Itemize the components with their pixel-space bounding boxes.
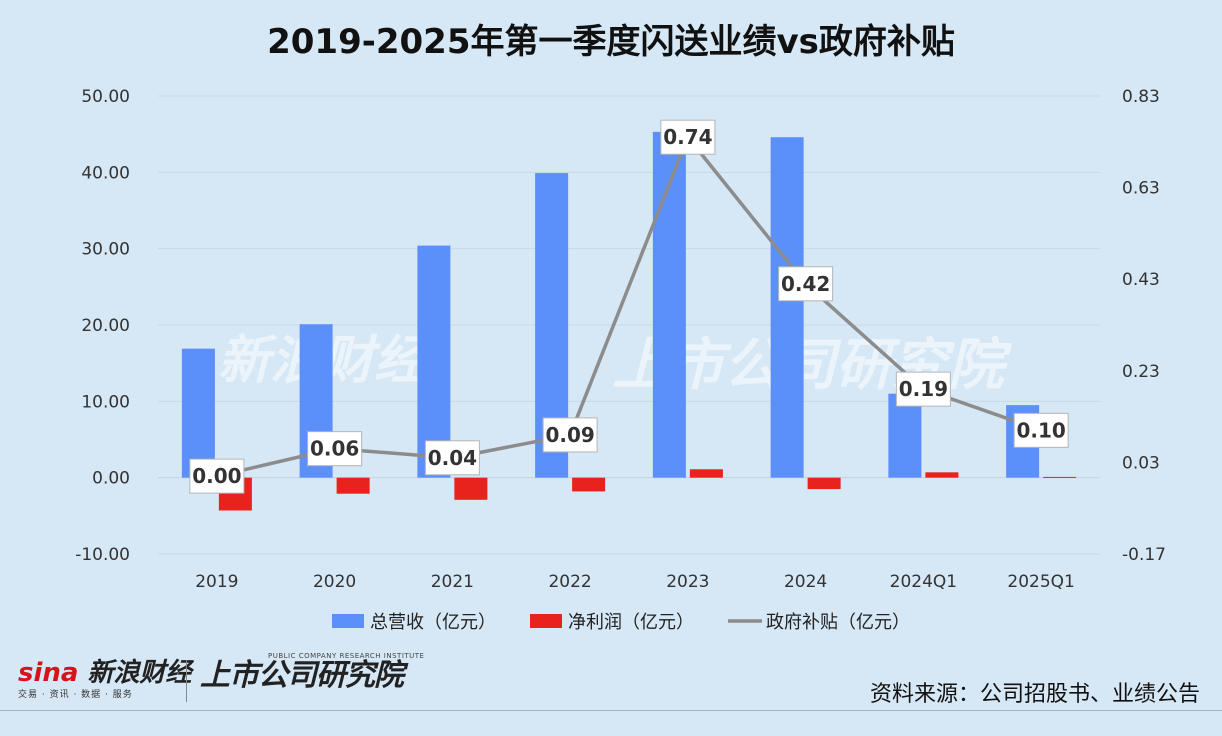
x-axis-labels: 2019 2020 2021 2022 2023 2024 2024Q1 2025Q1 bbox=[195, 572, 1075, 592]
data-label-box bbox=[778, 266, 834, 302]
right-tick-label: 0.63 bbox=[1122, 179, 1160, 199]
legend-label: 政府补贴（亿元） bbox=[766, 612, 910, 633]
data-label-text: 0.00 bbox=[192, 464, 241, 488]
x-tick-label: 2024Q1 bbox=[890, 572, 957, 592]
data-label-box bbox=[660, 119, 716, 155]
subsidy-data-label: 0.00 bbox=[189, 458, 245, 494]
research-logo-tag: PUBLIC COMPANY RESEARCH INSTITUTE bbox=[268, 652, 425, 660]
legend-swatch bbox=[332, 614, 364, 628]
left-tick-label: 30.00 bbox=[81, 240, 130, 260]
left-tick-label: 0.00 bbox=[92, 469, 130, 489]
profit-bar bbox=[807, 477, 841, 490]
right-axis-ticks: 0.83 0.63 0.43 0.23 0.03 -0.17 bbox=[1122, 87, 1166, 565]
revenue-bar bbox=[888, 393, 922, 478]
x-tick-label: 2025Q1 bbox=[1007, 572, 1074, 592]
legend-profit: 净利润（亿元） bbox=[530, 612, 694, 633]
subsidy-data-label: 0.04 bbox=[424, 440, 480, 476]
right-tick-label: 0.23 bbox=[1122, 362, 1160, 382]
left-axis-ticks: 50.00 40.00 30.00 20.00 10.00 0.00 -10.00 bbox=[75, 87, 130, 565]
sina-finance-logo: sina 新浪财经 交易 · 资讯 · 数据 · 服务 bbox=[18, 652, 192, 700]
legend-swatch bbox=[530, 614, 562, 628]
revenue-bar bbox=[417, 245, 451, 478]
data-label-text: 0.10 bbox=[1016, 418, 1065, 442]
data-label-box bbox=[307, 431, 363, 467]
data-label-text: 0.42 bbox=[781, 272, 830, 296]
data-label-box bbox=[895, 371, 951, 407]
subsidy-data-label: 0.42 bbox=[778, 266, 834, 302]
source-note: 资料来源：公司招股书、业绩公告 bbox=[869, 682, 1200, 707]
legend-subsidy: 政府补贴（亿元） bbox=[728, 612, 910, 633]
data-label-text: 0.09 bbox=[545, 423, 594, 447]
left-tick-label: -10.00 bbox=[75, 545, 130, 565]
research-institute-logo: PUBLIC COMPANY RESEARCH INSTITUTE 上市公司研究… bbox=[200, 650, 424, 694]
profit-bar bbox=[572, 477, 606, 492]
left-tick-label: 20.00 bbox=[81, 316, 130, 336]
right-tick-label: 0.83 bbox=[1122, 87, 1160, 107]
left-tick-label: 10.00 bbox=[81, 392, 130, 412]
logo-divider bbox=[186, 660, 187, 702]
bars bbox=[181, 131, 1077, 511]
chart-title: 2019-2025年第一季度闪送业绩vs政府补贴 bbox=[267, 22, 955, 62]
grid-lines bbox=[158, 95, 1100, 555]
right-tick-label: -0.17 bbox=[1122, 545, 1166, 565]
subsidy-data-label: 0.74 bbox=[660, 119, 716, 155]
research-logo-text: 上市公司研究院 bbox=[200, 658, 404, 693]
x-tick-label: 2023 bbox=[666, 572, 709, 592]
x-tick-label: 2024 bbox=[784, 572, 827, 592]
data-label-box bbox=[542, 417, 598, 453]
data-label-text: 0.74 bbox=[663, 125, 712, 149]
sina-logo-subtitle: 交易 · 资讯 · 数据 · 服务 bbox=[18, 690, 133, 700]
subsidy-line: 0.00 0.06 0.04 0.09 0.74 0.42 0.19 0.10 bbox=[189, 119, 1069, 494]
right-tick-label: 0.03 bbox=[1122, 453, 1160, 473]
data-label-text: 0.06 bbox=[310, 437, 359, 461]
legend-label: 总营收（亿元） bbox=[370, 612, 496, 633]
revenue-bar bbox=[770, 137, 804, 478]
legend-label: 净利润（亿元） bbox=[568, 612, 694, 633]
subsidy-data-label: 0.09 bbox=[542, 417, 598, 453]
right-tick-label: 0.43 bbox=[1122, 270, 1160, 290]
revenue-bar bbox=[181, 348, 215, 478]
sina-mark: sina bbox=[18, 658, 79, 688]
x-tick-label: 2020 bbox=[313, 572, 356, 592]
legend: 总营收（亿元） 净利润（亿元） 政府补贴（亿元） bbox=[332, 612, 910, 633]
data-label-text: 0.19 bbox=[899, 377, 948, 401]
subsidy-data-label: 0.10 bbox=[1013, 412, 1069, 448]
data-label-box bbox=[189, 458, 245, 494]
sina-logo-text: 新浪财经 bbox=[87, 658, 192, 688]
legend-revenue: 总营收（亿元） bbox=[332, 612, 496, 633]
left-tick-label: 50.00 bbox=[81, 87, 130, 107]
subsidy-data-label: 0.19 bbox=[895, 371, 951, 407]
x-tick-label: 2019 bbox=[195, 572, 238, 592]
profit-bar bbox=[454, 477, 488, 500]
x-tick-label: 2022 bbox=[548, 572, 591, 592]
x-tick-label: 2021 bbox=[431, 572, 474, 592]
profit-bar bbox=[336, 477, 370, 494]
data-label-box bbox=[1013, 412, 1069, 448]
footer-divider bbox=[0, 710, 1222, 711]
profit-bar bbox=[689, 469, 723, 478]
data-label-box bbox=[424, 440, 480, 476]
profit-bar bbox=[1043, 476, 1077, 478]
subsidy-data-label: 0.06 bbox=[307, 431, 363, 467]
left-tick-label: 40.00 bbox=[81, 163, 130, 183]
data-label-text: 0.04 bbox=[428, 446, 477, 470]
profit-bar bbox=[925, 472, 959, 478]
revenue-bar bbox=[652, 131, 686, 478]
